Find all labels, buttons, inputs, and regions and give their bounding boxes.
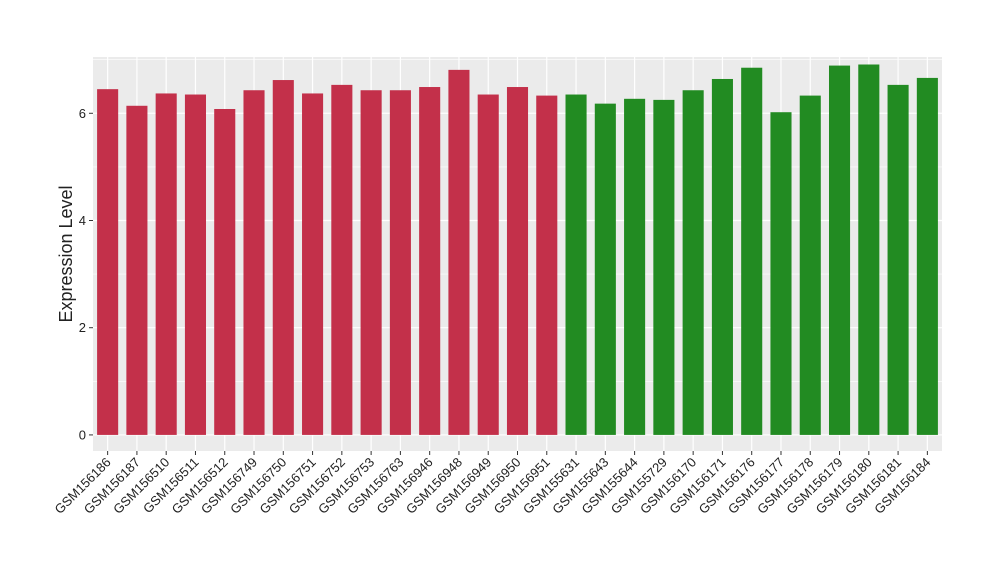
bar-GSM156512 bbox=[214, 108, 236, 435]
bar-GSM156950 bbox=[506, 87, 529, 435]
bar-GSM156510 bbox=[155, 93, 177, 435]
bar-GSM156181 bbox=[887, 84, 909, 435]
bar-GSM156951 bbox=[536, 95, 558, 435]
bar-GSM156171 bbox=[711, 78, 733, 435]
bar-GSM156187 bbox=[126, 105, 148, 435]
bar-GSM156749 bbox=[243, 90, 265, 435]
bar-GSM156949 bbox=[477, 94, 499, 435]
bar-GSM156176 bbox=[741, 67, 763, 435]
y-tick-label: 6 bbox=[79, 106, 86, 121]
bar-GSM155643 bbox=[594, 103, 616, 435]
y-axis: 0 2 4 6 bbox=[79, 106, 93, 442]
bar-GSM156753 bbox=[360, 90, 382, 435]
y-tick-label: 2 bbox=[79, 320, 86, 335]
bar-GSM156946 bbox=[419, 87, 441, 435]
bar-GSM156177 bbox=[770, 112, 792, 435]
bar-GSM156750 bbox=[272, 80, 294, 435]
y-axis-label: Expression Level bbox=[56, 185, 76, 322]
x-axis: GSM156186GSM156187GSM156510GSM156511GSM1… bbox=[52, 451, 933, 517]
bar-GSM155644 bbox=[624, 98, 646, 435]
bar-GSM156186 bbox=[97, 89, 119, 435]
bar-GSM156170 bbox=[682, 90, 704, 435]
bar-GSM156179 bbox=[828, 65, 851, 435]
bar-GSM156948 bbox=[448, 69, 470, 435]
bar-GSM156178 bbox=[799, 95, 821, 435]
y-tick-label: 0 bbox=[79, 427, 86, 442]
bar-GSM155729 bbox=[653, 99, 675, 435]
bar-GSM156184 bbox=[916, 77, 938, 435]
bar-GSM156180 bbox=[858, 64, 880, 435]
bar-GSM156511 bbox=[184, 94, 207, 435]
bar-GSM156752 bbox=[331, 84, 353, 435]
bar-GSM156763 bbox=[389, 90, 411, 435]
bars bbox=[97, 64, 938, 435]
bar-GSM155631 bbox=[565, 94, 587, 435]
bar-GSM156751 bbox=[302, 93, 324, 435]
y-tick-label: 4 bbox=[79, 213, 86, 228]
